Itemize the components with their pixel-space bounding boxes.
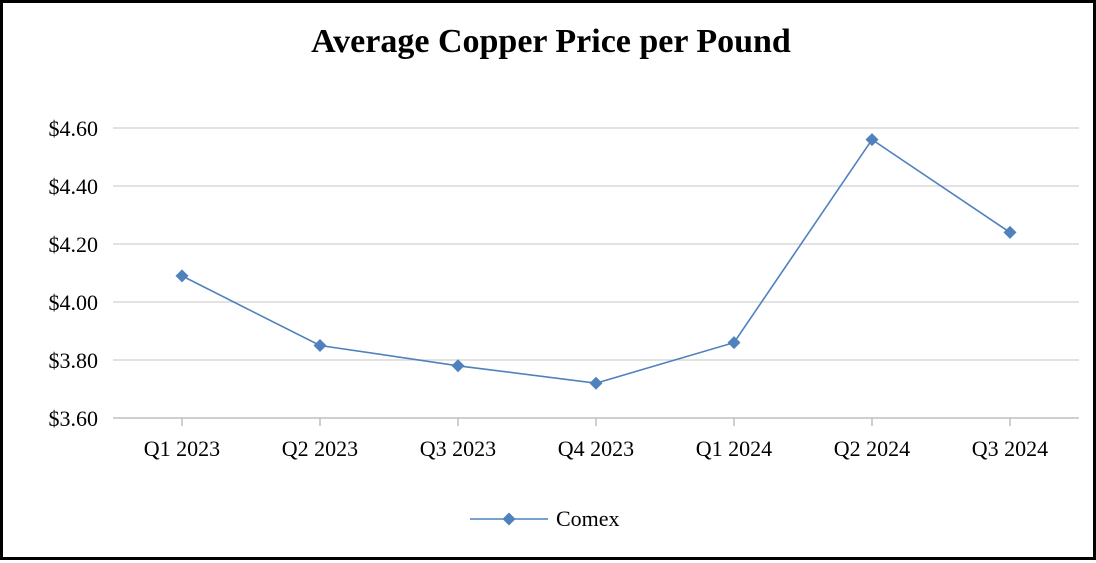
- data-point: [451, 359, 465, 373]
- data-point: [589, 376, 603, 390]
- x-tick-label: Q1 2023: [144, 436, 220, 461]
- x-tick-label: Q2 2023: [282, 436, 358, 461]
- y-tick-label: $4.40: [49, 174, 99, 199]
- y-tick-label: $3.60: [49, 406, 99, 431]
- legend: Comex: [470, 506, 620, 531]
- data-point: [865, 133, 879, 147]
- y-tick-label: $4.60: [49, 116, 99, 141]
- y-tick-label: $4.20: [49, 232, 99, 257]
- chart-title: Average Copper Price per Pound: [311, 23, 791, 60]
- x-tick-label: Q2 2024: [834, 436, 910, 461]
- data-point: [727, 336, 741, 350]
- data-point: [1003, 225, 1017, 239]
- data-point: [313, 339, 327, 352]
- x-axis-ticks: Q1 2023 Q2 2023 Q3 2023 Q4 2023 Q1 2024 Q2 20…: [144, 418, 1048, 461]
- x-tick-label: Q1 2024: [696, 436, 772, 461]
- series-line: [181, 138, 1011, 385]
- series-comex: [175, 133, 1017, 390]
- x-tick-label: Q4 2023: [558, 436, 634, 461]
- y-tick-label: $4.00: [49, 290, 99, 315]
- x-tick-label: Q3 2023: [420, 436, 496, 461]
- data-point: [175, 269, 189, 283]
- chart-svg: Average Copper Price per Pound $3.60 $3.8…: [49, 23, 1079, 531]
- y-tick-label: $3.80: [49, 348, 99, 373]
- legend-marker-comex: [502, 512, 516, 526]
- gridlines: [113, 127, 1079, 361]
- y-axis-ticks: $3.60 $3.80 $4.00 $4.20 $4.40 $4.60: [49, 116, 99, 431]
- legend-label-comex: Comex: [556, 506, 620, 531]
- x-tick-label: Q3 2024: [972, 436, 1048, 461]
